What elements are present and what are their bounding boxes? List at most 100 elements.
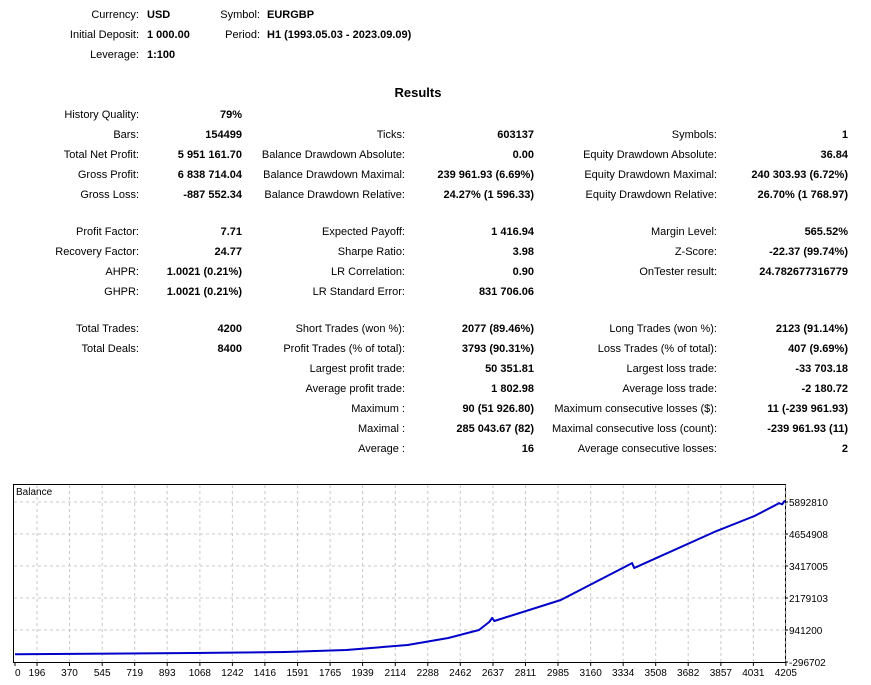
stat-value: 407 (9.69%) — [788, 343, 848, 355]
stat-value: -33 703.18 — [795, 363, 848, 375]
results-heading: Results — [394, 85, 442, 100]
y-tick-label: 5892810 — [789, 498, 828, 509]
stats-row: Profit Factor: 7.71 Expected Payoff: 1 416.… — [0, 225, 871, 239]
stat-value: 50 351.81 — [485, 363, 534, 375]
x-tick-label: 1068 — [189, 668, 212, 679]
stat-label: Maximum : — [351, 403, 405, 415]
stat-value: 24.782677316779 — [759, 266, 848, 278]
stat-label: Largest loss trade: — [626, 363, 718, 375]
symbol-value: EURGBP — [267, 9, 315, 21]
x-tick-label: 3334 — [612, 668, 635, 679]
x-tick-label: 0 — [15, 668, 21, 679]
stat-label: Gross Profit: — [77, 169, 139, 181]
x-tick-label: 1242 — [221, 668, 244, 679]
x-tick-label: 1765 — [319, 668, 342, 679]
balance-line — [14, 499, 786, 656]
stat-label: Margin Level: — [650, 226, 717, 238]
stat-value: 11 (-239 961.93) — [767, 403, 848, 415]
x-tick-label: 2462 — [449, 668, 472, 679]
stat-label: Equity Drawdown Absolute: — [583, 149, 717, 161]
y-tick-label: 941200 — [789, 626, 823, 637]
currency-value: USD — [147, 9, 171, 21]
stat-value: 1.0021 (0.21%) — [166, 266, 242, 278]
stat-value: 239 961.93 (6.69%) — [437, 169, 534, 181]
y-tick-label: 3417005 — [789, 562, 828, 573]
stats-row: Average : 16 Average consecutive losses: 2 — [0, 442, 871, 456]
stats-row: GHPR: 1.0021 (0.21%) LR Standard Error: 831… — [0, 285, 871, 299]
stat-value: 24.27% (1 596.33) — [443, 189, 534, 201]
stat-value: 831 706.06 — [478, 286, 534, 298]
stat-value: -239 961.93 (11) — [767, 423, 848, 435]
x-tick-label: 2811 — [515, 668, 537, 679]
stat-label: Ticks: — [376, 129, 405, 141]
stat-value: 1 — [841, 129, 848, 141]
stat-value: -2 180.72 — [801, 383, 848, 395]
stat-label: Largest profit trade: — [309, 363, 405, 375]
stat-label: Maximum consecutive losses ($): — [554, 403, 717, 415]
initial-deposit-label: Initial Deposit: — [69, 29, 139, 41]
stat-value: 24.77 — [214, 246, 242, 258]
stat-label: LR Correlation: — [331, 266, 405, 278]
stat-label: Average consecutive losses: — [577, 443, 717, 455]
stat-value: 26.70% (1 768.97) — [757, 189, 848, 201]
stat-value: 5 951 161.70 — [177, 149, 242, 161]
plot-area — [13, 484, 786, 663]
stat-label: OnTester result: — [639, 266, 717, 278]
stats-row: Total Deals: 8400 Profit Trades (% of tota… — [0, 342, 871, 356]
stat-value: 2123 (91.14%) — [775, 323, 848, 335]
stats-row: Gross Loss: -887 552.34 Balance Drawdown R… — [0, 188, 871, 202]
y-tick-label: -296702 — [789, 658, 826, 669]
stats-row: Largest profit trade: 50 351.81 Largest lo… — [0, 362, 871, 376]
stat-label: Total Trades: — [76, 323, 139, 335]
stat-label: Balance Drawdown Maximal: — [263, 169, 405, 181]
stat-value: 3.98 — [512, 246, 534, 258]
x-tick-label: 196 — [29, 668, 46, 679]
stat-label: AHPR: — [105, 266, 139, 278]
stat-label: Total Net Profit: — [63, 149, 139, 161]
stat-value: 79% — [219, 109, 242, 121]
stats-row: Gross Profit: 6 838 714.04 Balance Drawdow… — [0, 168, 871, 182]
stat-value: 4200 — [217, 323, 242, 335]
stat-label: Average loss trade: — [622, 383, 717, 395]
period-value: H1 (1993.05.03 - 2023.09.09) — [267, 29, 412, 41]
stats-row: Total Trades: 4200 Short Trades (won %): 20… — [0, 322, 871, 336]
stat-label: LR Standard Error: — [312, 286, 405, 298]
stat-value: 2077 (89.46%) — [461, 323, 534, 335]
stat-label: Bars: — [113, 129, 139, 141]
stat-label: Expected Payoff: — [322, 226, 405, 238]
stat-label: Recovery Factor: — [55, 246, 139, 258]
stat-value: 0.90 — [512, 266, 534, 278]
x-tick-label: 3160 — [580, 668, 603, 679]
stat-value: 1 802.98 — [491, 383, 534, 395]
initial-deposit-value: 1 000.00 — [147, 29, 190, 41]
stat-value: 240 303.93 (6.72%) — [751, 169, 848, 181]
stats-row: Recovery Factor: 24.77 Sharpe Ratio: 3.98 Z-… — [0, 245, 871, 259]
stat-label: Z-Score: — [674, 246, 717, 258]
stat-label: Total Deals: — [81, 343, 139, 355]
x-tick-label: 3857 — [710, 668, 733, 679]
stat-label: Average : — [358, 443, 405, 455]
x-tick-label: 4031 — [742, 668, 765, 679]
x-tick-label: 4205 — [775, 668, 798, 679]
stat-value: 8400 — [217, 343, 242, 355]
stat-label: Maximal : — [357, 423, 405, 435]
stats-row: AHPR: 1.0021 (0.21%) LR Correlation: 0.90 On… — [0, 265, 871, 279]
leverage-value: 1:100 — [147, 49, 176, 61]
x-tick-label: 3508 — [645, 668, 668, 679]
stat-label: Average profit trade: — [305, 383, 405, 395]
stats-row: Average profit trade: 1 802.98 Average los… — [0, 382, 871, 396]
x-tick-label: 2985 — [547, 668, 570, 679]
x-tick-label: 2637 — [482, 668, 505, 679]
x-tick-label: 370 — [61, 668, 78, 679]
stat-label: Symbols: — [671, 129, 717, 141]
currency-label: Currency: — [91, 9, 139, 21]
stat-value: 603137 — [497, 129, 534, 141]
stat-value: 565.52% — [804, 226, 848, 238]
stat-label: GHPR: — [104, 286, 139, 298]
symbol-label: Symbol: — [220, 9, 260, 21]
stat-label: Profit Factor: — [76, 226, 139, 238]
stat-label: Long Trades (won %): — [609, 323, 717, 335]
x-tick-label: 893 — [159, 668, 176, 679]
period-label: Period: — [225, 29, 260, 41]
y-tick-label: 2179103 — [789, 594, 828, 605]
